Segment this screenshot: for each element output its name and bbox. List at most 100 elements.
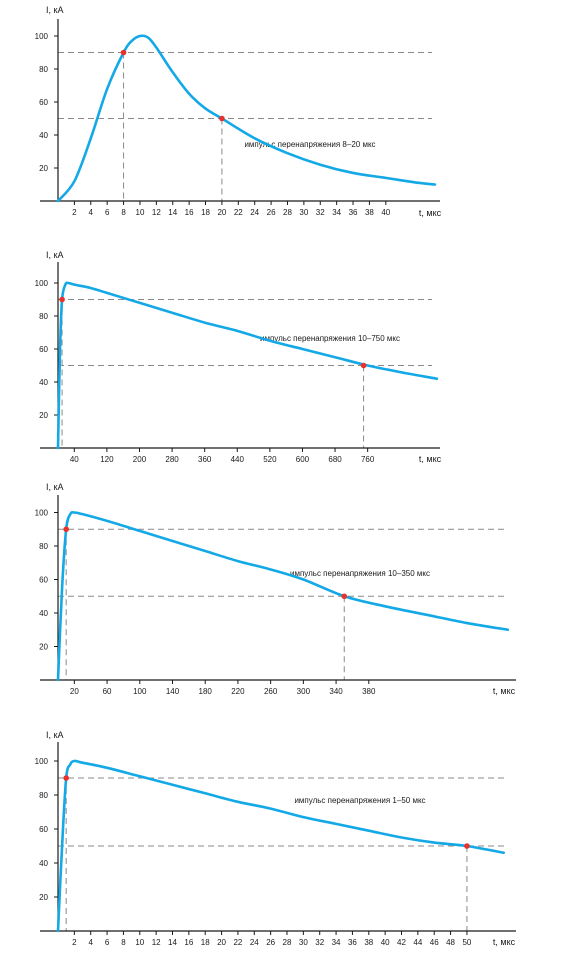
x-axis-title: t, мкс — [419, 454, 442, 463]
y-axis-title: I, кА — [46, 730, 63, 740]
x-tick-label: 22 — [233, 938, 242, 947]
x-tick-label: 8 — [121, 938, 126, 947]
x-tick-label: 20 — [70, 687, 79, 696]
x-tick-label: 16 — [185, 208, 194, 217]
x-tick-label: 10 — [136, 208, 145, 217]
x-tick-label: 2 — [72, 938, 77, 947]
curve-annotation: импульс перенапряжения 8–20 мкс — [244, 140, 375, 149]
x-tick-label: 26 — [267, 208, 276, 217]
x-tick-label: 220 — [231, 687, 245, 696]
x-tick-label: 120 — [100, 455, 114, 463]
series-line — [56, 34, 437, 203]
x-tick-label: 760 — [361, 455, 375, 463]
x-tick-label: 260 — [264, 687, 278, 696]
y-tick-label: 20 — [39, 411, 48, 420]
x-tick-label: 36 — [348, 938, 357, 947]
x-tick-label: 16 — [184, 938, 193, 947]
x-tick-label: 20 — [217, 208, 226, 217]
y-tick-label: 100 — [35, 279, 49, 288]
x-tick-label: 100 — [133, 687, 147, 696]
y-tick-label: 20 — [39, 643, 48, 652]
curve-annotation: импульс перенапряжения 1–50 мкс — [294, 796, 425, 805]
y-tick-label: 80 — [39, 312, 48, 321]
x-tick-label: 20 — [217, 938, 226, 947]
x-tick-label: 4 — [88, 938, 93, 947]
x-tick-label: 60 — [103, 687, 112, 696]
x-tick-label: 6 — [105, 938, 110, 947]
y-tick-label: 40 — [39, 131, 48, 140]
y-tick-label: 20 — [39, 164, 48, 173]
x-tick-label: 200 — [133, 455, 147, 463]
y-tick-label: 60 — [39, 576, 48, 585]
data-point-marker — [63, 775, 69, 781]
x-tick-label: 32 — [316, 208, 325, 217]
x-tick-label: 680 — [328, 455, 342, 463]
x-tick-label: 24 — [250, 208, 259, 217]
x-axis-title: t, мкс — [419, 208, 442, 218]
y-tick-label: 60 — [39, 98, 48, 107]
x-tick-label: 38 — [365, 208, 374, 217]
x-tick-label: 48 — [446, 938, 455, 947]
x-axis-title: t, мкс — [493, 937, 516, 947]
y-tick-label: 60 — [39, 825, 48, 834]
x-tick-label: 140 — [166, 687, 180, 696]
data-point-marker — [464, 843, 470, 849]
x-tick-label: 26 — [266, 938, 275, 947]
x-tick-label: 22 — [234, 208, 243, 217]
data-point-marker — [63, 526, 69, 533]
x-tick-label: 14 — [168, 938, 177, 947]
y-axis-title: I, кА — [46, 482, 63, 492]
x-tick-label: 360 — [198, 455, 212, 463]
x-tick-label: 40 — [381, 938, 390, 947]
x-tick-label: 14 — [168, 208, 177, 217]
x-tick-label: 46 — [430, 938, 439, 947]
x-tick-label: 340 — [329, 687, 343, 696]
x-tick-label: 18 — [201, 208, 210, 217]
x-tick-label: 40 — [381, 208, 390, 217]
x-tick-label: 40 — [70, 455, 79, 463]
y-axis-title: I, кА — [46, 5, 63, 15]
x-tick-label: 44 — [413, 938, 422, 947]
x-tick-label: 8 — [121, 208, 126, 217]
x-tick-label: 30 — [299, 208, 308, 217]
x-tick-label: 30 — [299, 938, 308, 947]
series-line — [56, 281, 439, 450]
data-point-marker — [120, 49, 127, 56]
x-tick-label: 50 — [462, 938, 471, 947]
curve-annotation: импульс перенапряжения 10–350 мкс — [290, 569, 430, 578]
x-tick-label: 380 — [362, 687, 376, 696]
x-axis-title: t, мкс — [493, 686, 516, 696]
x-tick-label: 12 — [152, 208, 161, 217]
data-point-marker — [341, 593, 348, 600]
x-tick-label: 28 — [283, 938, 292, 947]
x-tick-label: 42 — [397, 938, 406, 947]
y-tick-label: 100 — [35, 757, 49, 766]
series-line — [56, 510, 510, 682]
x-tick-label: 24 — [250, 938, 259, 947]
data-point-marker — [59, 296, 65, 303]
x-tick-label: 440 — [231, 455, 245, 463]
x-tick-label: 28 — [283, 208, 292, 217]
x-tick-label: 6 — [105, 208, 110, 217]
x-tick-label: 520 — [263, 455, 277, 463]
x-tick-label: 10 — [135, 938, 144, 947]
y-tick-label: 40 — [39, 859, 48, 868]
y-tick-label: 80 — [39, 542, 48, 551]
x-tick-label: 38 — [364, 938, 373, 947]
y-tick-label: 40 — [39, 609, 48, 618]
data-point-marker — [360, 362, 367, 369]
chart-10-750: 20 40 60 80 100 40 120 200 280 360 440 520 600 680 760… — [35, 250, 442, 463]
data-point-marker — [219, 115, 225, 122]
x-tick-label: 280 — [165, 455, 179, 463]
x-tick-label: 18 — [201, 938, 210, 947]
x-tick-label: 4 — [89, 208, 94, 217]
x-tick-label: 600 — [296, 455, 310, 463]
curve-annotation: импульс перенапряжения 10–750 мкс — [260, 334, 400, 343]
x-tick-label: 12 — [152, 938, 161, 947]
y-tick-label: 60 — [39, 345, 48, 354]
x-tick-label: 2 — [72, 208, 77, 217]
x-tick-label: 32 — [315, 938, 324, 947]
x-tick-label: 36 — [349, 208, 358, 217]
